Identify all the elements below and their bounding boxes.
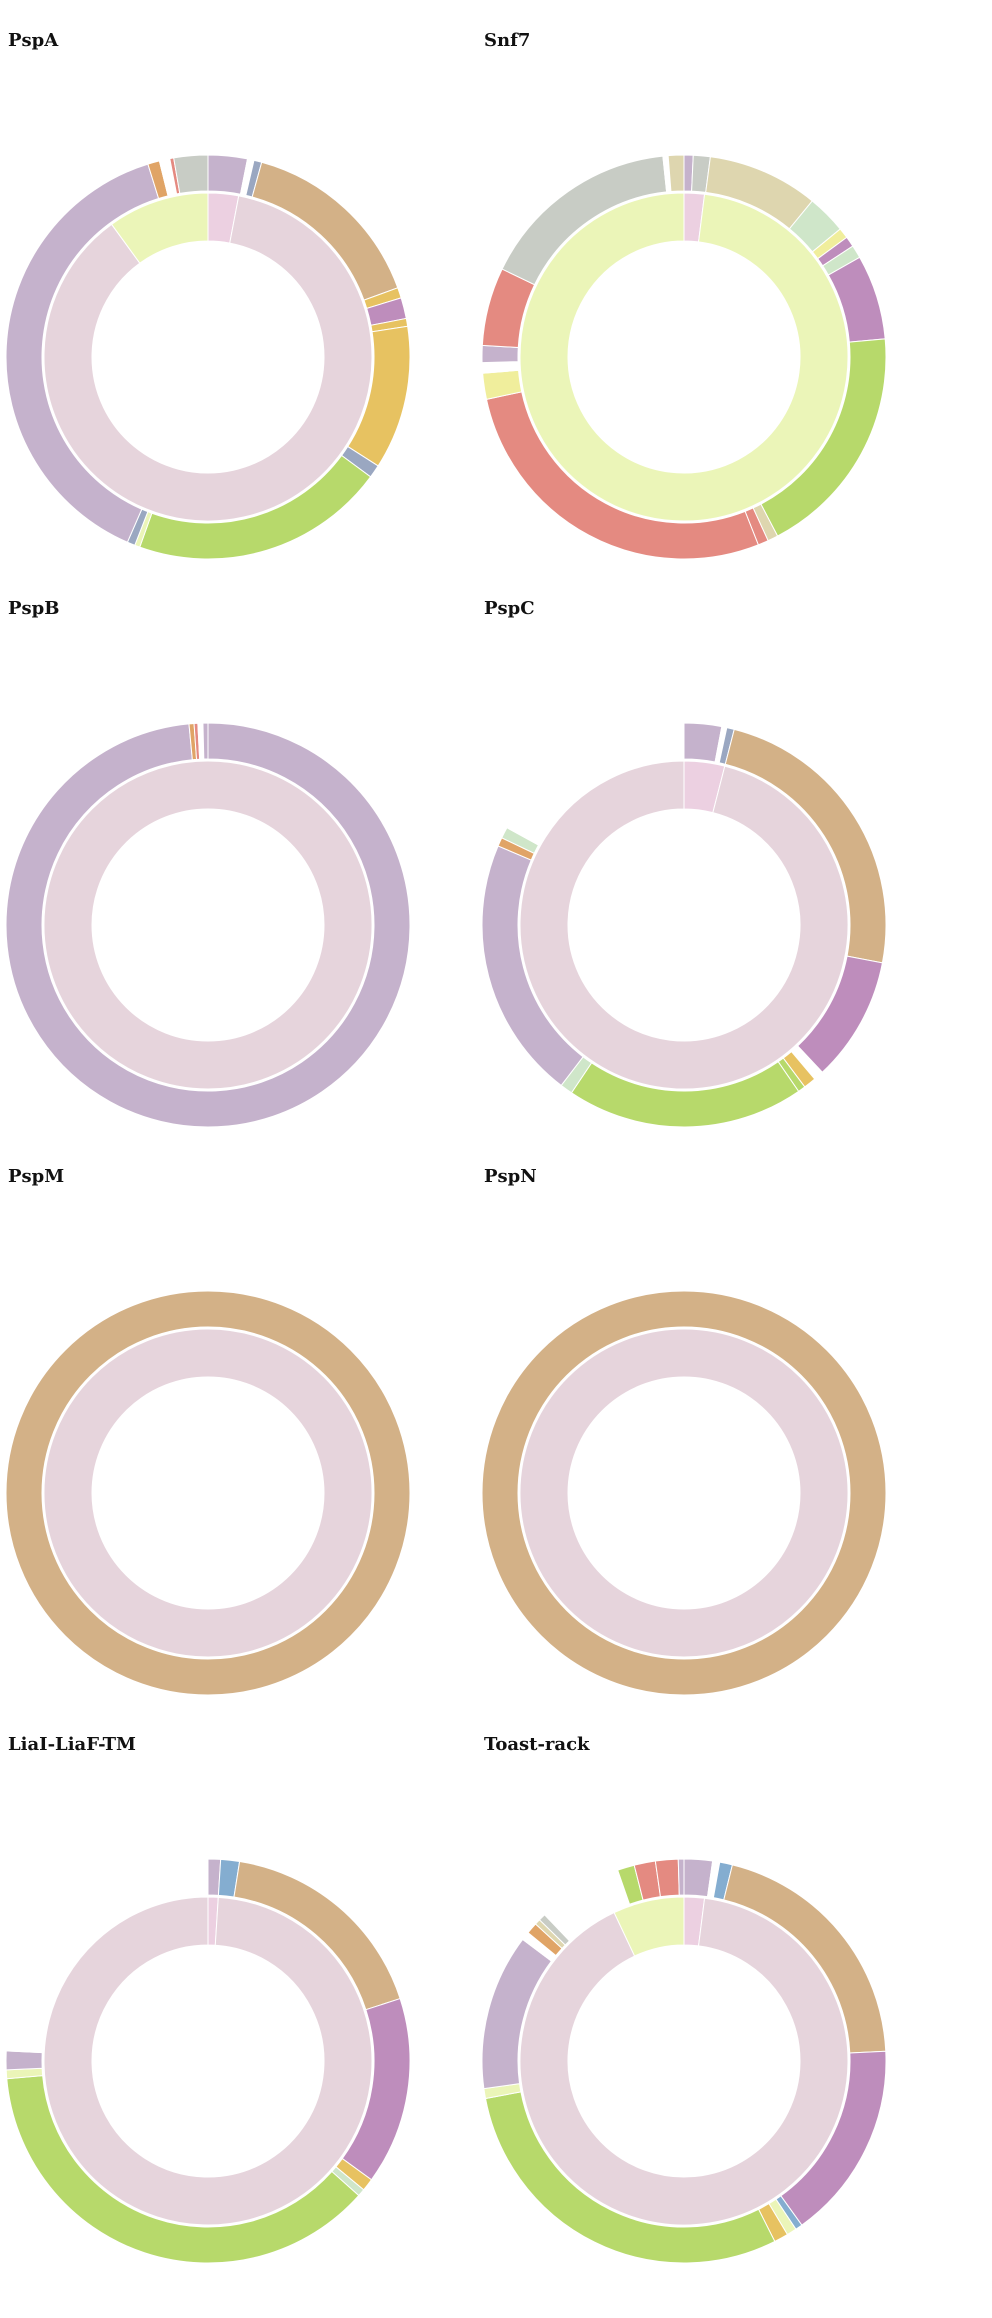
inner-ring-slice: [43, 1896, 373, 2226]
chart-title: PspC: [484, 598, 535, 619]
sunburst-chart: [5, 1290, 411, 1696]
chart-title: PspA: [8, 30, 59, 51]
chart-panel-pspc: PspC: [476, 578, 956, 1138]
chart-title: PspM: [8, 1166, 65, 1187]
outer-ring-slice: [677, 1858, 685, 1896]
chart-panel-pspn: PspN: [476, 1146, 956, 1706]
chart-panel-pspm: PspM: [0, 1146, 480, 1706]
chart-title: Snf7: [484, 30, 531, 51]
sunburst-chart: [5, 154, 411, 560]
sunburst-chart: [481, 722, 887, 1128]
outer-ring-slice: [667, 154, 685, 193]
chart-panel-toast-rack: Toast-rack: [476, 1714, 956, 2274]
chart-title: Toast-rack: [484, 1734, 590, 1755]
outer-ring-slice: [481, 344, 519, 364]
chart-title: LiaI-LiaF-TM: [8, 1734, 136, 1755]
outer-ring-slice: [5, 2050, 43, 2071]
outer-ring-slice: [202, 722, 209, 760]
inner-ring-slice: [43, 195, 373, 522]
outer-ring-slice: [481, 1290, 887, 1696]
outer-ring-slice: [5, 1858, 209, 2054]
inner-ring-slice: [43, 1328, 373, 1658]
outer-ring-slice: [173, 154, 209, 194]
inner-ring-slice: [519, 1897, 849, 2226]
inner-ring-slice: [519, 760, 849, 1090]
inner-ring-slice: [519, 1328, 849, 1658]
chart-title: PspN: [484, 1166, 537, 1187]
chart-panel-liai-liaf-tm: LiaI-LiaF-TM: [0, 1714, 480, 2274]
chart-title: PspB: [8, 598, 60, 619]
inner-ring-slice: [110, 192, 209, 264]
inner-ring-slice: [613, 1896, 685, 1957]
inner-ring-slice: [43, 760, 373, 1090]
sunburst-chart: [5, 1858, 411, 2264]
outer-ring-slice: [506, 722, 685, 846]
inner-ring-slice: [519, 192, 849, 522]
chart-panel-pspa: PspA: [0, 10, 480, 570]
sunburst-chart: [481, 1858, 887, 2264]
sunburst-chart: [5, 722, 411, 1128]
outer-ring-slice: [5, 722, 411, 1128]
sunburst-chart: [481, 154, 887, 560]
outer-ring-slice: [5, 1290, 411, 1696]
sunburst-chart: [481, 1290, 887, 1696]
chart-panel-pspb: PspB: [0, 578, 480, 1138]
chart-panel-snf7: Snf7: [476, 10, 956, 570]
